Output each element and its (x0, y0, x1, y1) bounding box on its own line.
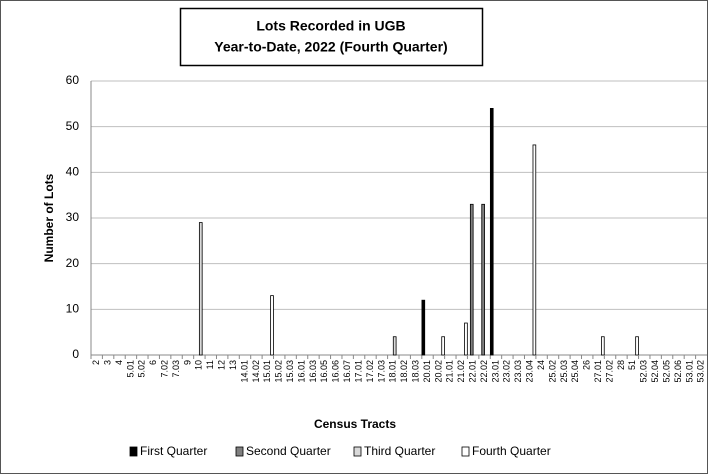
chart-title: Year-to-Date, 2022 (Fourth Quarter) (214, 39, 447, 55)
x-tick-label: 5.01 (125, 360, 135, 378)
y-tick-label: 20 (66, 256, 80, 270)
y-axis-label: Number of Lots (42, 173, 56, 262)
x-tick-label: 52.06 (673, 360, 683, 383)
y-tick-label: 30 (66, 210, 80, 224)
x-tick-label: 23.03 (513, 360, 523, 383)
x-tick-label: 7.03 (171, 360, 181, 378)
x-tick-label: 20.01 (422, 360, 432, 383)
x-tick-label: 52.03 (639, 360, 649, 383)
bar (270, 295, 274, 356)
x-tick-label: 20.02 (433, 360, 443, 383)
x-tick-label: 53.01 (684, 360, 694, 383)
x-tick-label: 4 (114, 360, 124, 365)
x-tick-label: 12 (217, 360, 227, 370)
x-tick-label: 3 (102, 360, 112, 365)
x-tick-label: 16.06 (331, 360, 341, 383)
x-tick-label: 25.02 (547, 360, 557, 383)
bar (198, 222, 203, 356)
x-tick-label: 5.02 (137, 360, 147, 378)
x-tick-label: 51 (627, 360, 637, 370)
bar (464, 322, 468, 356)
x-tick-label: 15.02 (274, 360, 284, 383)
bar (441, 336, 445, 356)
x-tick-label: 18.02 (399, 360, 409, 383)
x-tick-label: 52.04 (650, 360, 660, 383)
legend-label: Second Quarter (246, 444, 331, 458)
y-tick-label: 10 (66, 302, 80, 316)
x-tick-label: 17.02 (365, 360, 375, 383)
x-tick-label: 14.02 (251, 360, 261, 383)
x-tick-label: 24 (536, 360, 546, 370)
x-tick-label: 14.01 (239, 360, 249, 383)
bar (481, 203, 485, 356)
x-tick-label: 23.01 (490, 360, 500, 383)
legend-label: First Quarter (140, 444, 207, 458)
x-tick-label: 23.02 (502, 360, 512, 383)
bar (635, 336, 639, 356)
x-tick-label: 22.02 (479, 360, 489, 383)
y-tick-label: 0 (72, 347, 79, 361)
x-tick-label: 2 (91, 360, 101, 365)
x-tick-label: 22.01 (468, 360, 478, 383)
bar (421, 299, 426, 356)
x-tick-label: 13 (228, 360, 238, 370)
bar (469, 203, 474, 356)
legend-swatch (353, 446, 362, 457)
x-tick-label: 9 (182, 360, 192, 365)
x-tick-label: 27.01 (593, 360, 603, 383)
x-tick-label: 53.02 (696, 360, 706, 383)
x-tick-label: 6 (148, 360, 158, 365)
y-tick-label: 50 (66, 119, 80, 133)
x-tick-label: 26 (582, 360, 592, 370)
title-box (179, 7, 484, 67)
legend-swatch (461, 446, 470, 457)
x-tick-label: 21.02 (456, 360, 466, 383)
x-tick-label: 21.01 (445, 360, 455, 383)
bar (489, 108, 494, 356)
x-tick-label: 16.05 (319, 360, 329, 383)
chart-title: Lots Recorded in UGB (256, 18, 405, 34)
x-tick-label: 52.05 (661, 360, 671, 383)
x-tick-label: 11 (205, 360, 215, 369)
x-tick-label: 27.02 (604, 360, 614, 383)
bar (532, 144, 537, 356)
bar (392, 336, 397, 356)
x-tick-label: 16.01 (296, 360, 306, 383)
x-tick-label: 16.03 (308, 360, 318, 383)
legend-label: Third Quarter (364, 444, 435, 458)
legend-swatch (235, 446, 244, 457)
x-tick-label: 17.03 (376, 360, 386, 383)
x-tick-label: 28 (616, 360, 626, 370)
bar (601, 336, 605, 356)
x-tick-label: 23.04 (525, 360, 535, 383)
x-tick-label: 25.04 (570, 360, 580, 383)
x-tick-label: 18.03 (410, 360, 420, 383)
y-tick-label: 60 (66, 73, 80, 87)
x-tick-label: 15.01 (262, 360, 272, 383)
legend-label: Fourth Quarter (472, 444, 551, 458)
x-tick-label: 25.03 (559, 360, 569, 383)
x-axis-label: Census Tracts (314, 417, 396, 431)
x-tick-label: 10 (194, 360, 204, 370)
x-tick-label: 18.01 (388, 360, 398, 383)
x-tick-label: 15.03 (285, 360, 295, 383)
legend-swatch (129, 446, 138, 457)
x-tick-label: 7.02 (160, 360, 170, 378)
y-tick-label: 40 (66, 165, 80, 179)
x-tick-label: 17.01 (353, 360, 363, 383)
x-tick-label: 16.07 (342, 360, 352, 383)
